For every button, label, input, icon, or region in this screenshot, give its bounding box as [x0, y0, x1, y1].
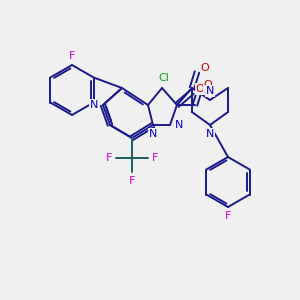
Text: N: N — [149, 129, 157, 139]
Text: F: F — [69, 51, 75, 61]
Text: N: N — [206, 86, 214, 96]
Text: O: O — [201, 63, 209, 73]
Text: F: F — [129, 176, 135, 186]
Text: F: F — [152, 153, 158, 163]
Text: O: O — [196, 84, 204, 94]
Text: F: F — [106, 153, 112, 163]
Text: N: N — [90, 100, 98, 110]
Text: F: F — [225, 211, 231, 221]
Text: O: O — [204, 80, 212, 90]
Text: N: N — [175, 120, 183, 130]
Text: N: N — [206, 129, 214, 139]
Text: Cl: Cl — [159, 73, 170, 83]
